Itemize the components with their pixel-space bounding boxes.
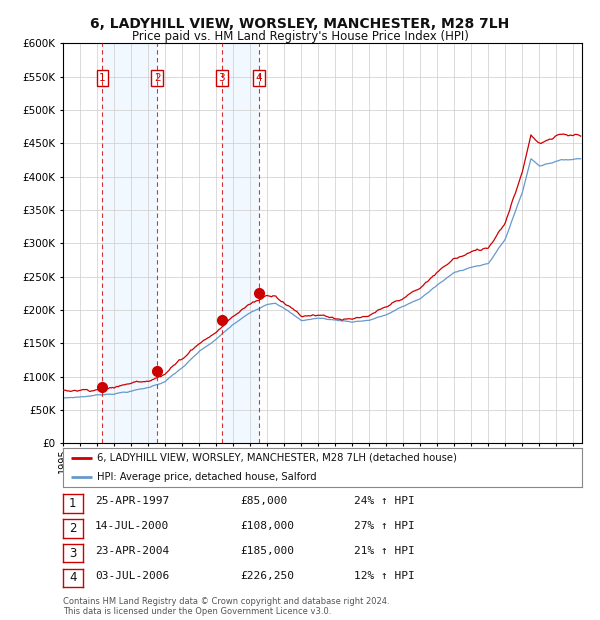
Text: 21% ↑ HPI: 21% ↑ HPI	[354, 546, 415, 556]
Bar	[103, 43, 157, 443]
Text: 24% ↑ HPI: 24% ↑ HPI	[354, 496, 415, 507]
Text: 27% ↑ HPI: 27% ↑ HPI	[354, 521, 415, 531]
Text: 3: 3	[218, 73, 225, 83]
Text: This data is licensed under the Open Government Licence v3.0.: This data is licensed under the Open Gov…	[63, 607, 331, 616]
Text: £85,000: £85,000	[240, 496, 287, 507]
Text: 23-APR-2004: 23-APR-2004	[95, 546, 169, 556]
Text: 6, LADYHILL VIEW, WORSLEY, MANCHESTER, M28 7LH: 6, LADYHILL VIEW, WORSLEY, MANCHESTER, M…	[91, 17, 509, 32]
Text: 2: 2	[154, 73, 161, 83]
Text: Contains HM Land Registry data © Crown copyright and database right 2024.: Contains HM Land Registry data © Crown c…	[63, 597, 389, 606]
Text: 25-APR-1997: 25-APR-1997	[95, 496, 169, 507]
Text: 03-JUL-2006: 03-JUL-2006	[95, 570, 169, 581]
Text: 4: 4	[256, 73, 262, 83]
Text: 4: 4	[69, 572, 77, 584]
Text: £185,000: £185,000	[240, 546, 294, 556]
Text: £226,250: £226,250	[240, 570, 294, 581]
Bar	[221, 43, 259, 443]
Text: 1: 1	[69, 497, 77, 510]
Text: 14-JUL-2000: 14-JUL-2000	[95, 521, 169, 531]
Text: 2: 2	[69, 522, 77, 534]
Text: £108,000: £108,000	[240, 521, 294, 531]
Text: 6, LADYHILL VIEW, WORSLEY, MANCHESTER, M28 7LH (detached house): 6, LADYHILL VIEW, WORSLEY, MANCHESTER, M…	[97, 453, 457, 463]
Text: Price paid vs. HM Land Registry's House Price Index (HPI): Price paid vs. HM Land Registry's House …	[131, 30, 469, 43]
Text: 1: 1	[99, 73, 106, 83]
Text: 3: 3	[69, 547, 77, 559]
Text: 12% ↑ HPI: 12% ↑ HPI	[354, 570, 415, 581]
Text: HPI: Average price, detached house, Salford: HPI: Average price, detached house, Salf…	[97, 472, 316, 482]
